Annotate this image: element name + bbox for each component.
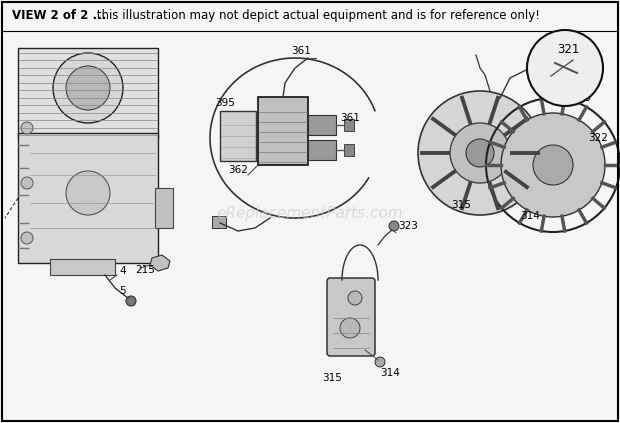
Text: 4: 4 [119,266,126,276]
Circle shape [66,66,110,110]
Circle shape [533,145,573,185]
FancyBboxPatch shape [327,278,375,356]
Bar [568,59,588,75]
Text: VIEW 2 of 2 ...: VIEW 2 of 2 ... [12,8,107,22]
Bar [18,133,158,263]
Circle shape [375,357,385,367]
Text: 361: 361 [340,113,360,123]
Circle shape [527,30,603,106]
Bar [308,115,336,135]
Text: 362: 362 [228,165,248,175]
Text: this illustration may not depict actual equipment and is for reference only!: this illustration may not depict actual … [93,8,540,22]
Bar [344,119,354,131]
Circle shape [21,177,33,189]
Text: 323: 323 [571,93,591,103]
Circle shape [466,139,494,167]
Circle shape [340,318,360,338]
Text: 315: 315 [451,200,471,210]
Bar [50,259,115,275]
Bar [212,216,226,228]
Text: 314: 314 [520,211,540,221]
Bar [220,111,256,161]
Text: 321: 321 [557,43,579,56]
Circle shape [21,232,33,244]
Bar [344,144,354,156]
Text: 395: 395 [215,98,235,108]
Circle shape [513,190,523,200]
Bar [308,140,336,160]
Text: 323: 323 [398,221,418,231]
Bar [18,48,158,138]
Polygon shape [150,255,170,271]
Text: 322: 322 [588,133,608,143]
Text: 215: 215 [135,265,155,275]
Bar [258,97,308,165]
Circle shape [21,122,33,134]
Circle shape [450,123,510,183]
Circle shape [53,53,123,123]
Circle shape [418,91,542,215]
Text: 361: 361 [291,46,311,56]
Circle shape [389,221,399,231]
Text: 5: 5 [119,286,126,296]
Circle shape [126,296,136,306]
Circle shape [66,171,110,215]
Text: 90: 90 [548,78,561,88]
Text: eReplacementParts.com: eReplacementParts.com [216,206,404,220]
Text: 314: 314 [380,368,400,378]
Circle shape [501,113,605,217]
Circle shape [348,291,362,305]
Bar [155,188,173,228]
Text: 315: 315 [322,373,342,383]
